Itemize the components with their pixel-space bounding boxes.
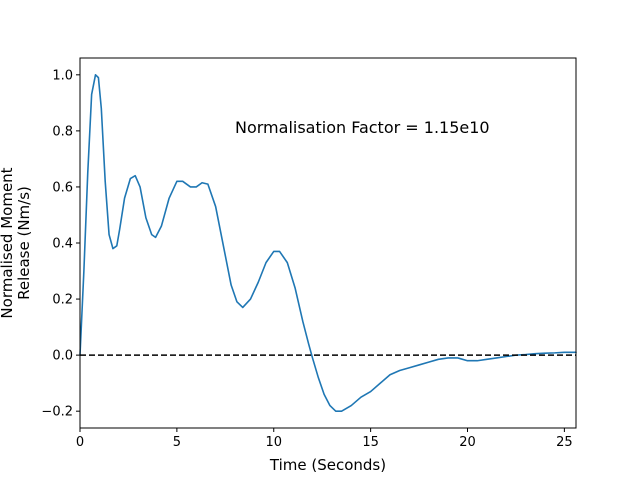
y-tick-label: 0.0 (52, 349, 73, 364)
x-tick-label: 25 (556, 435, 573, 450)
x-axis-label: Time (Seconds) (269, 456, 386, 474)
y-tick-label: 0.8 (52, 124, 73, 139)
x-tick-label: 10 (265, 435, 282, 450)
y-axis-label-line-2: Release (Nm/s) (15, 186, 33, 300)
series-layer (79, 74, 577, 412)
y-tick-label: 0.2 (52, 293, 73, 308)
x-tick-label: 20 (459, 435, 476, 450)
y-tick-label: 0.6 (52, 180, 73, 195)
y-axis-label: Normalised Moment Release (Nm/s) (0, 167, 33, 318)
plot-background (80, 58, 576, 428)
x-tick-label: 5 (173, 435, 181, 450)
series-line-0 (79, 74, 577, 412)
x-tick-label: 0 (76, 435, 84, 450)
y-axis-label-line-1: Normalised Moment (0, 167, 16, 318)
y-tick-label: 1.0 (52, 68, 73, 83)
y-tick-label: 0.4 (52, 237, 73, 252)
y-tick-label: −0.2 (41, 405, 73, 420)
x-axis: 0 5 10 15 20 25 (76, 428, 573, 450)
normalisation-annotation: Normalisation Factor = 1.15e10 (235, 118, 490, 137)
y-axis: −0.2 0.0 0.2 0.4 0.6 0.8 1.0 (41, 68, 80, 420)
x-tick-label: 15 (362, 435, 379, 450)
plot-area (80, 58, 576, 428)
